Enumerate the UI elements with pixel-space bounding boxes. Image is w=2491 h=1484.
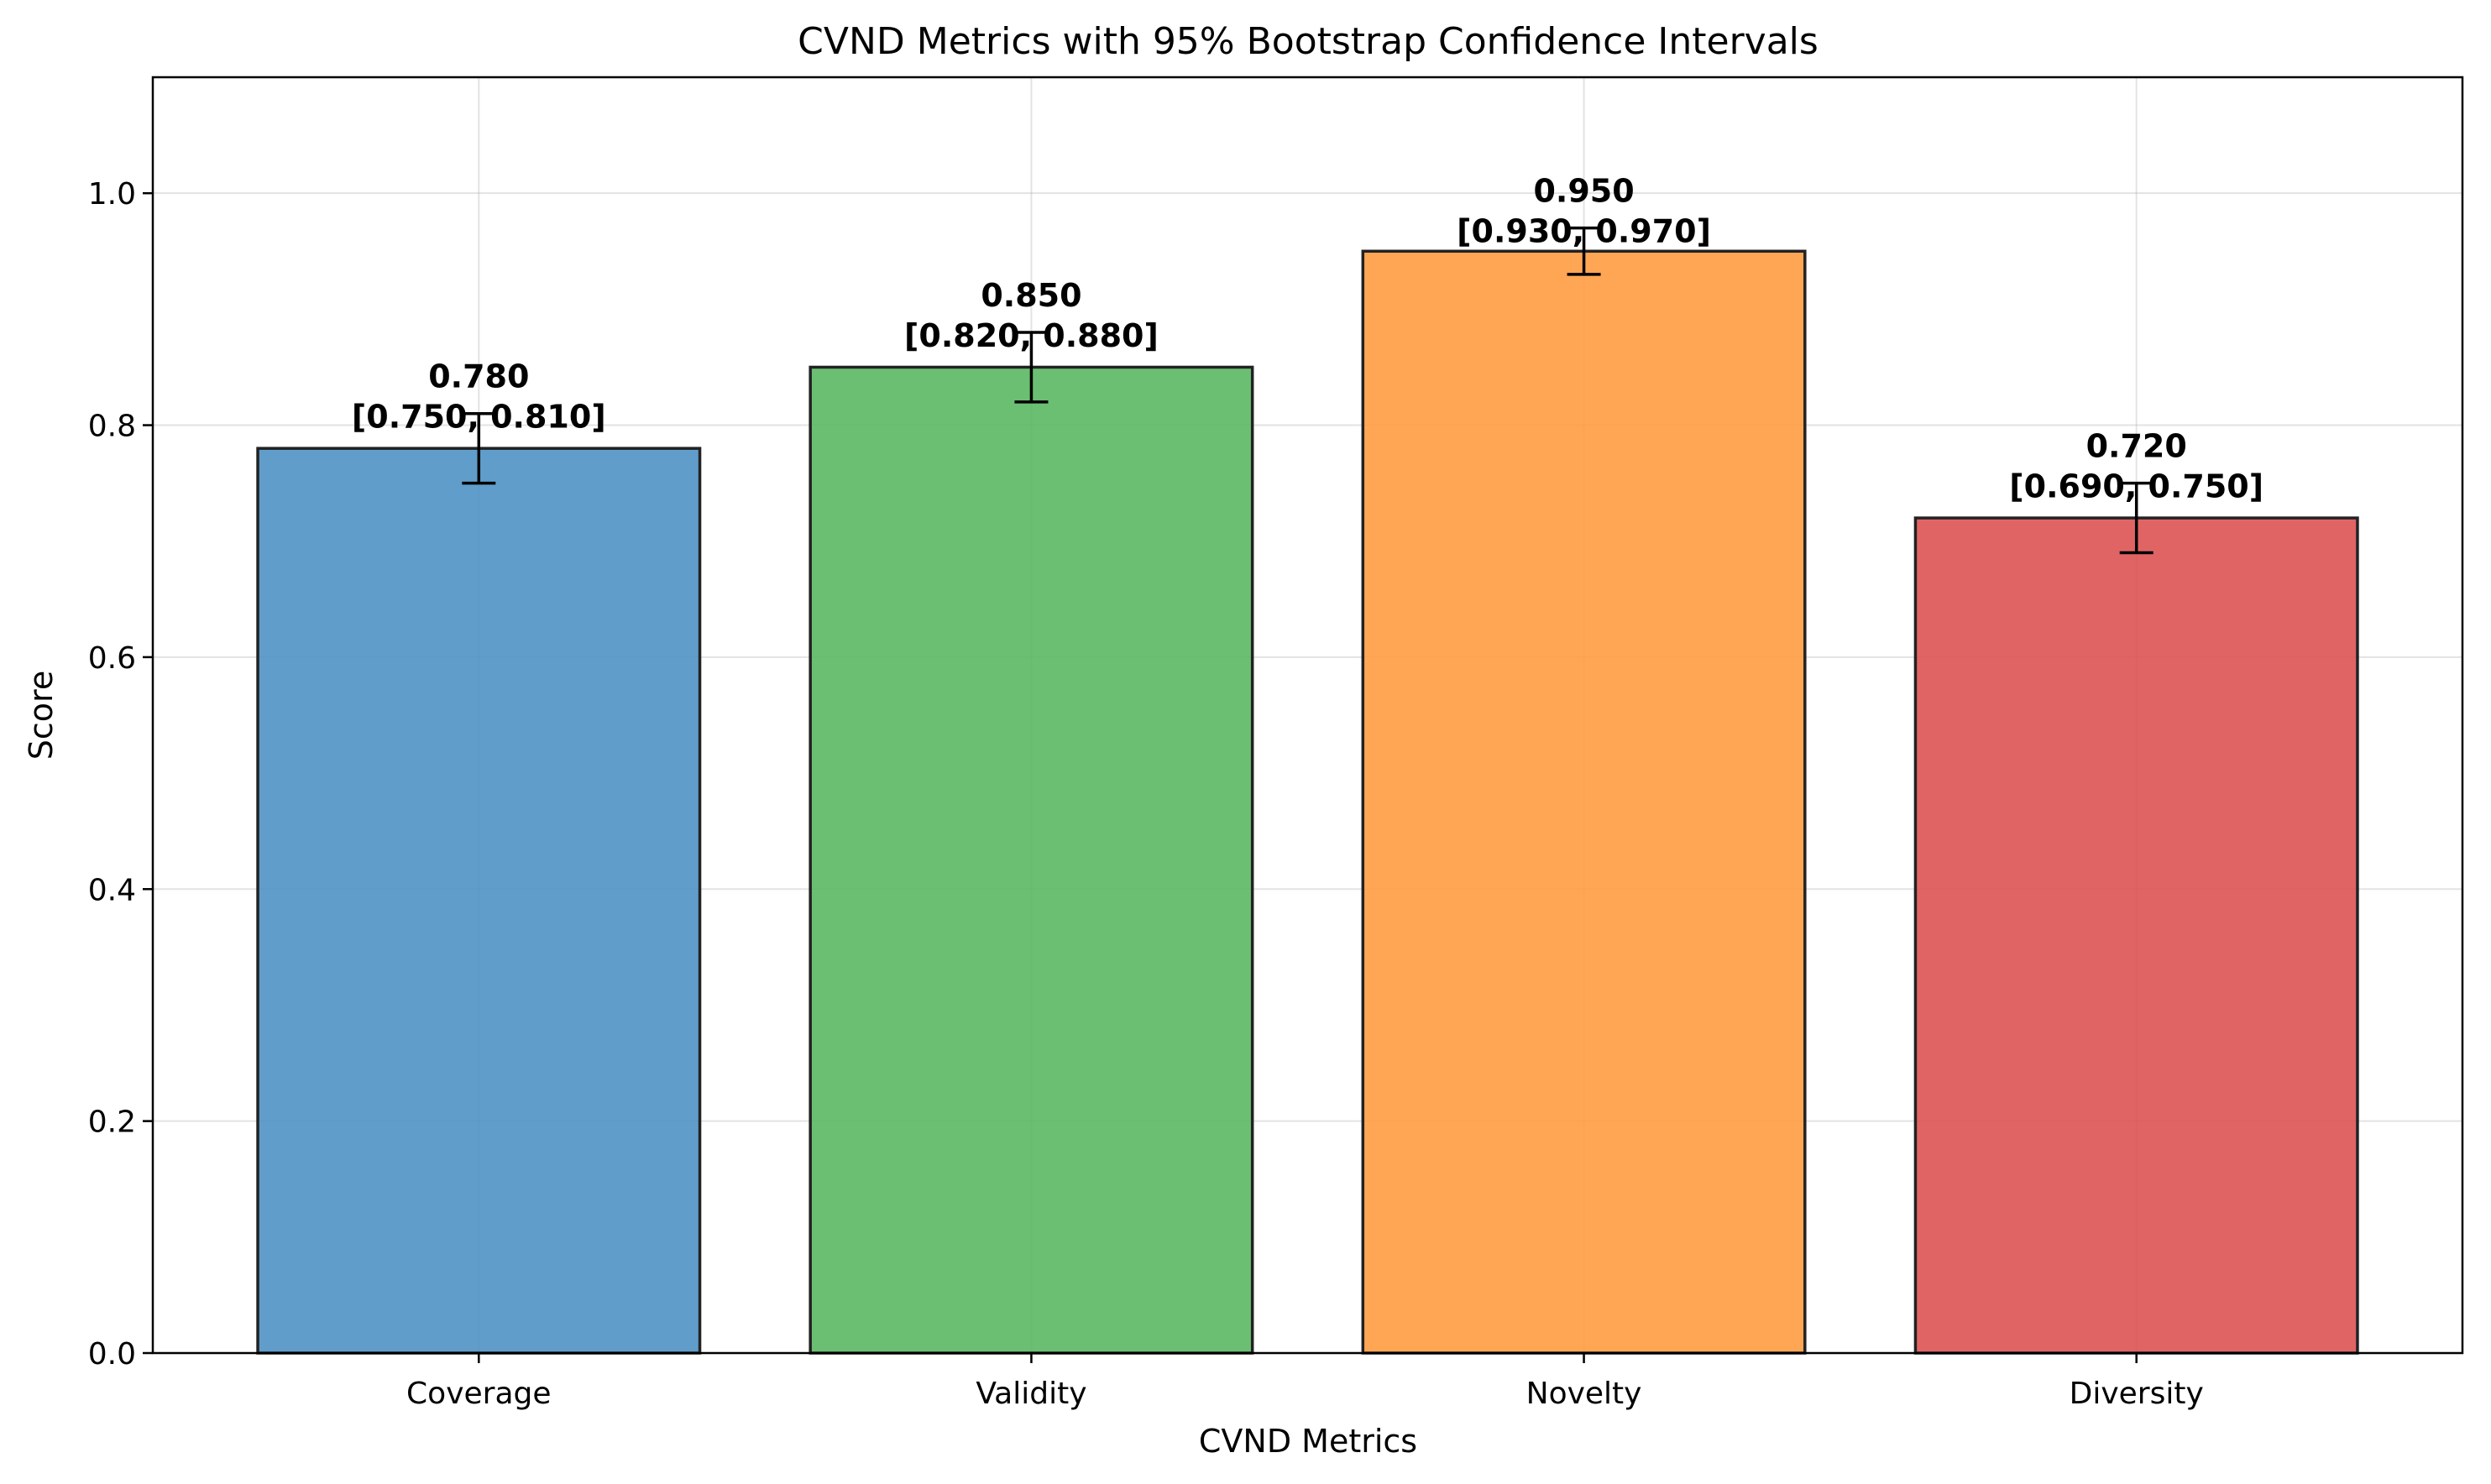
ci-label: [0.930, 0.970]	[1457, 213, 1711, 250]
y-tick-label: 0.8	[88, 410, 136, 444]
value-label: 0.950	[1533, 173, 1634, 210]
bar-coverage	[256, 447, 702, 1355]
bar-novelty	[1361, 249, 1807, 1355]
y-tick-label: 1.0	[88, 177, 136, 212]
ci-label: [0.690, 0.750]	[2009, 468, 2263, 505]
y-tick-label: 0.0	[88, 1337, 136, 1372]
y-tick-label: 0.4	[88, 873, 136, 907]
chart-title: CVND Metrics with 95% Bootstrap Confiden…	[798, 20, 1819, 63]
x-axis: Coverage Validity Novelty Diversity	[406, 1353, 2204, 1411]
y-axis: 0.0 0.2 0.4 0.6 0.8 1.0	[88, 177, 153, 1372]
y-tick-label: 0.6	[88, 641, 136, 676]
value-label: 0.780	[428, 358, 529, 395]
ci-label: [0.750, 0.810]	[352, 399, 606, 436]
bar-validity	[809, 365, 1254, 1355]
y-axis-label: Score	[23, 671, 60, 760]
value-label: 0.850	[981, 277, 1081, 314]
x-tick-label: Validity	[976, 1377, 1086, 1411]
x-tick-label: Novelty	[1526, 1377, 1642, 1411]
y-tick-label: 0.2	[88, 1105, 136, 1140]
ci-label: [0.820, 0.880]	[904, 317, 1159, 354]
x-axis-label: CVND Metrics	[1199, 1423, 1417, 1460]
error-bars	[462, 226, 2153, 555]
bar-diversity	[1913, 516, 2359, 1355]
data-labels: [0.750, 0.810] 0.780 [0.820, 0.880]0.850 [0…	[352, 173, 2263, 505]
x-tick-label: Diversity	[2070, 1377, 2204, 1411]
plot-frame	[151, 76, 2464, 1355]
x-tick-label: Coverage	[406, 1377, 551, 1411]
value-label: 0.720	[2086, 428, 2187, 465]
